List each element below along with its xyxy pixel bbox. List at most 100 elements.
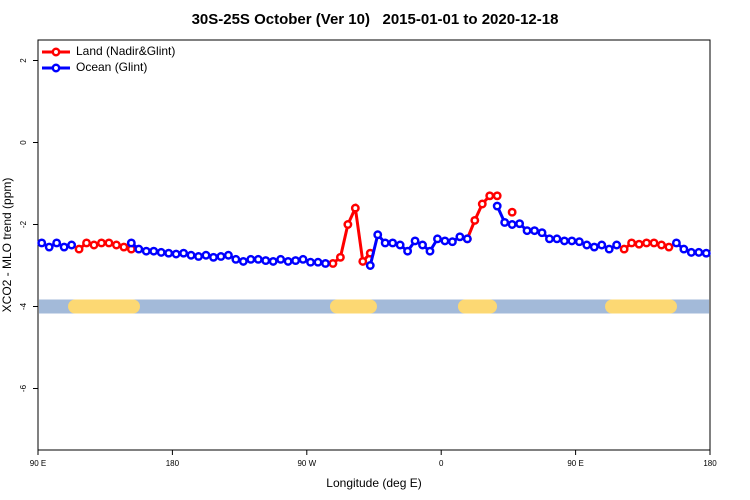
data-point <box>462 234 472 244</box>
data-point <box>380 238 390 248</box>
data-point <box>664 242 674 252</box>
data-point <box>455 232 465 242</box>
data-point <box>515 219 525 229</box>
data-point <box>52 238 62 248</box>
data-point <box>350 203 360 213</box>
data-point <box>447 237 457 247</box>
data-point <box>313 257 323 267</box>
x-axis-label: Longitude (deg E) <box>326 476 421 490</box>
data-point <box>410 236 420 246</box>
data-point <box>119 242 129 252</box>
data-point <box>671 238 681 248</box>
data-point <box>82 238 91 248</box>
data-point <box>701 248 711 258</box>
data-point <box>209 252 218 262</box>
data-point <box>126 238 136 248</box>
data-point <box>111 240 121 250</box>
legend-marker <box>51 47 61 57</box>
data-point <box>492 191 502 201</box>
x-tick-label: 180 <box>703 459 717 468</box>
x-tick-label: 90 E <box>30 459 46 468</box>
data-point <box>597 240 607 250</box>
data-point <box>283 256 293 266</box>
data-point <box>485 191 495 201</box>
data-point <box>545 234 554 244</box>
data-point <box>567 236 577 246</box>
data-point <box>574 237 584 247</box>
data-point <box>276 254 286 264</box>
x-tick-label: 90 W <box>297 459 316 468</box>
data-point <box>559 236 569 246</box>
data-point <box>492 201 502 211</box>
data-point <box>507 207 517 217</box>
data-point <box>321 259 330 268</box>
data-point <box>164 248 174 258</box>
data-point <box>589 242 599 252</box>
data-point <box>694 247 704 257</box>
x-tick-label: 90 E <box>567 459 583 468</box>
data-point <box>634 239 644 249</box>
data-point <box>470 215 480 225</box>
data-point <box>500 218 510 227</box>
chart-title: 30S-25S October (Ver 10) 2015-01-01 to 2… <box>192 11 559 28</box>
legend-label: Land (Nadir&Glint) <box>76 44 175 58</box>
data-point <box>537 228 547 238</box>
data-point <box>238 256 248 266</box>
data-point <box>403 246 413 256</box>
data-point <box>141 246 151 256</box>
data-point <box>627 238 637 248</box>
data-point <box>37 238 47 248</box>
data-point <box>335 252 345 262</box>
data-point <box>477 199 487 209</box>
data-point <box>507 220 517 229</box>
legend-label: Ocean (Glint) <box>76 60 147 74</box>
data-point <box>642 238 651 248</box>
data-point <box>97 238 106 248</box>
data-point <box>328 259 338 268</box>
y-tick-label: -6 <box>19 384 28 392</box>
data-point <box>291 256 301 266</box>
data-point <box>657 240 666 250</box>
data-point <box>216 252 226 261</box>
data-point <box>201 250 211 260</box>
data-point <box>388 238 398 248</box>
legend-marker <box>51 63 61 73</box>
y-axis-label: XCO2 - MLO trend (ppm) <box>0 178 14 313</box>
y-tick-label: -2 <box>19 220 28 228</box>
data-point <box>298 254 308 264</box>
data-point <box>612 240 622 250</box>
data-point <box>365 261 375 270</box>
data-point <box>246 254 256 264</box>
data-point <box>156 247 166 257</box>
data-point <box>149 246 159 256</box>
data-point <box>530 226 539 236</box>
data-point <box>582 240 592 250</box>
data-point <box>261 256 271 266</box>
data-point <box>552 234 562 244</box>
data-point <box>686 247 696 257</box>
data-point <box>223 250 233 260</box>
data-point <box>425 246 435 256</box>
data-point <box>89 240 99 250</box>
data-point <box>604 244 614 254</box>
data-point <box>253 254 263 264</box>
data-point <box>358 256 368 266</box>
data-point <box>67 240 77 250</box>
data-point <box>186 250 196 260</box>
data-point <box>619 244 629 254</box>
data-point <box>44 242 54 252</box>
data-point <box>418 240 427 250</box>
data-point <box>171 249 181 259</box>
data-point <box>179 248 189 258</box>
data-point <box>231 254 241 264</box>
data-point <box>104 238 114 248</box>
y-tick-label: 0 <box>19 140 28 145</box>
data-point <box>268 256 278 266</box>
data-point <box>343 220 353 229</box>
data-point <box>306 257 315 267</box>
data-point <box>433 234 442 244</box>
data-point <box>395 240 405 250</box>
data-point <box>59 242 69 252</box>
y-tick-label: -4 <box>19 302 28 310</box>
